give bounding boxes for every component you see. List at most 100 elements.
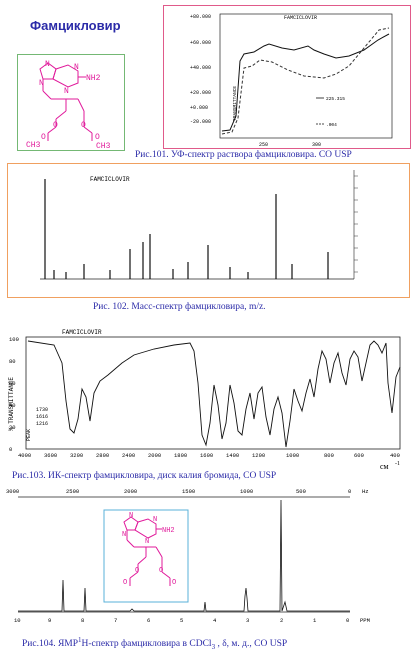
famciclovir-structure: N N N N NH2 O O O O CH3 CH3 xyxy=(26,60,111,151)
ir-xtick-10: 1200 xyxy=(252,452,265,459)
nmr-ppm-tick-3: 8 xyxy=(81,617,84,624)
nmr-ppm-tick-2: 9 xyxy=(48,617,51,624)
atom-ch3b: CH3 xyxy=(96,142,111,150)
ir-xtick-12: 800 xyxy=(324,452,334,459)
nmr-hz-tick-7: 0 xyxy=(348,488,351,495)
nmr-atom-n7: N xyxy=(129,512,133,520)
ir-peak-1: 1730 xyxy=(36,407,48,413)
ir-xtick-5: 2400 xyxy=(122,452,135,459)
nmr-ppm-tick-7: 4 xyxy=(213,617,217,624)
nmr-atom-o2: O xyxy=(159,567,163,575)
ir-peak-3: 1216 xyxy=(36,421,48,427)
nmr-ppm-label: PPM xyxy=(360,617,370,624)
uv-ytick-6: -20.000 xyxy=(190,119,211,125)
ms-spectrum-chart: FAMCICLOVIR xyxy=(40,170,358,280)
ir-xtick-6: 2000 xyxy=(148,452,161,459)
uv-ytick-2: +60.000 xyxy=(190,40,211,46)
nmr-hz-tick-1-real: 3000 xyxy=(6,488,19,495)
ir-spectrum-frame: FAMCICLOVIR % TRANSMITTANCE 100 80 60 40… xyxy=(4,323,412,471)
nmr-atom-o3: O xyxy=(123,579,127,587)
ir-xtick-9: 1400 xyxy=(226,452,239,459)
uv-xtick-2: 300 xyxy=(312,142,321,148)
ir-xtick-7: 1800 xyxy=(174,452,187,459)
uv-spectrum-chart: FAMCICLOVIR TRANSMITTANCE +80.000 +60.00… xyxy=(190,13,393,148)
ir-header: FAMCICLOVIR xyxy=(62,329,102,336)
nmr-hz-tick-2: 2500 xyxy=(66,488,79,495)
atom-ch3a: CH3 xyxy=(26,141,41,150)
ir-xtick-14: 400 xyxy=(390,452,400,459)
ms-spectrum-frame: FAMCICLOVIR xyxy=(7,163,410,298)
nmr-caption-sub: 3 xyxy=(211,643,216,651)
uv-caption: Рис.101. УФ-спектр раствора фамцикловира… xyxy=(135,150,352,160)
ir-ytick-2: 80 xyxy=(9,358,16,365)
uv-curve-solid xyxy=(221,33,390,132)
atom-o3: O xyxy=(41,133,46,142)
ir-ylabel: % TRANSMITTANCE xyxy=(8,377,15,431)
uv-legend-2: .004 xyxy=(326,122,337,128)
uv-ytick-5: +0.000 xyxy=(190,105,208,111)
ir-ytick-5: 20 xyxy=(9,424,16,431)
ir-ytick-4: 40 xyxy=(9,402,16,409)
uv-ytick-3: +40.000 xyxy=(190,65,211,71)
nmr-caption-pre: Рис.104. ЯМР xyxy=(22,639,79,650)
ir-ytick-6: 0 xyxy=(9,446,12,453)
atom-o1: O xyxy=(53,121,58,130)
nmr-spectrum-chart: 3000 2500 2000 1500 1000 500 0 Hz xyxy=(6,488,370,624)
ir-peak-tag: PEAK xyxy=(26,429,32,441)
nmr-atom-n1: N xyxy=(145,538,149,546)
ir-xtick-8: 1600 xyxy=(200,452,213,459)
nmr-ppm-tick-6: 5 xyxy=(180,617,183,624)
atom-o4: O xyxy=(95,133,100,142)
nmr-atom-o4: O xyxy=(172,579,176,587)
nmr-ppm-tick-4: 7 xyxy=(114,617,117,624)
nmr-hz-tick-5: 1000 xyxy=(240,488,253,495)
nmr-ppm-tick-9: 2 xyxy=(280,617,283,624)
uv-header: FAMCICLOVIR xyxy=(284,15,317,21)
uv-ytick-4: +20.000 xyxy=(190,90,211,96)
ir-xtick-13: 600 xyxy=(354,452,364,459)
ir-xtick-11: 1000 xyxy=(286,452,299,459)
nmr-ppm-tick-5: 6 xyxy=(147,617,150,624)
atom-nh2: NH2 xyxy=(86,74,101,83)
nmr-caption-sup: 1 xyxy=(78,636,82,644)
nmr-hz-label: Hz xyxy=(362,488,369,495)
atom-n9: N xyxy=(39,79,44,88)
nmr-caption: Рис.104. ЯМР1Н-спектр фамцикловира в CDC… xyxy=(22,636,287,651)
nmr-hz-tick-6: 500 xyxy=(296,488,306,495)
nmr-ppm-tick-10: 1 xyxy=(313,617,317,624)
ir-xtick-4: 2800 xyxy=(96,452,109,459)
nmr-caption-end: , δ, м. д., СО USP xyxy=(215,639,288,650)
ir-xtick-2: 3600 xyxy=(44,452,57,459)
ir-unit-exponent: -1 xyxy=(395,461,400,467)
ms-header: FAMCICLOVIR xyxy=(90,176,130,183)
uv-xtick-1: 250 xyxy=(259,142,268,148)
ir-ytick-1: 100 xyxy=(9,336,19,343)
nmr-atom-o1: O xyxy=(135,567,139,575)
uv-legend-1: 225.315 xyxy=(326,96,345,102)
nmr-ppm-tick-1: 10 xyxy=(14,617,21,624)
structure-frame-1: N N N N NH2 O O O O CH3 CH3 xyxy=(17,54,125,151)
ms-caption: Рис. 102. Масс-спектр фамцикловира, m/z. xyxy=(93,302,266,312)
nmr-spectrum-frame: 3000 2500 2000 1500 1000 500 0 Hz xyxy=(4,484,412,634)
uv-ytick-1: +80.000 xyxy=(190,14,211,20)
nmr-caption-post: Н-спектр фамцикловира в CDCl xyxy=(81,639,212,650)
nmr-spectrum-line xyxy=(18,499,350,612)
nmr-atom-n9: N xyxy=(122,531,126,539)
uv-curve-dashed xyxy=(221,27,390,135)
ir-spectrum-chart: FAMCICLOVIR % TRANSMITTANCE 100 80 60 40… xyxy=(8,329,401,471)
ir-peak-2: 1616 xyxy=(36,414,48,420)
atom-n3: N xyxy=(74,63,79,72)
atom-o2: O xyxy=(81,121,86,130)
ir-xtick-1: 4000 xyxy=(18,452,31,459)
nmr-atom-n3: N xyxy=(153,516,157,524)
ir-transmittance-curve xyxy=(27,340,401,448)
ir-xtick-3: 3200 xyxy=(70,452,83,459)
ir-ytick-3: 60 xyxy=(9,380,16,387)
uv-spectrum-frame: FAMCICLOVIR TRANSMITTANCE +80.000 +60.00… xyxy=(163,5,411,149)
ir-caption: Рис.103. ИК-спектр фамцикловира, диск ка… xyxy=(12,471,277,481)
nmr-ppm-tick-11: 0 xyxy=(346,617,349,624)
nmr-hz-tick-4: 1500 xyxy=(182,488,195,495)
nmr-hz-tick-3: 2000 xyxy=(124,488,137,495)
atom-n1: N xyxy=(64,87,69,96)
ir-unit: см xyxy=(380,462,389,469)
